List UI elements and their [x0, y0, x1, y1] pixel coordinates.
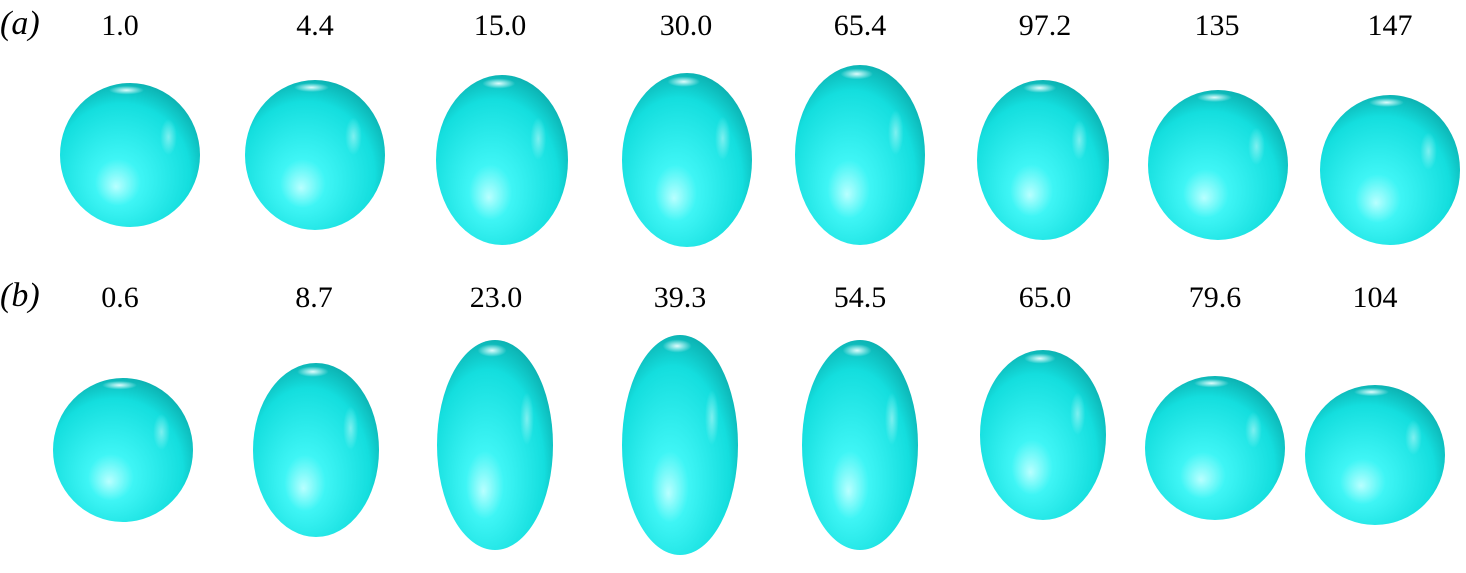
side-highlight	[345, 117, 362, 155]
time-label: 79.6	[1189, 281, 1242, 314]
ellipsoid	[60, 83, 200, 227]
top-highlight	[297, 366, 329, 377]
ellipsoid	[622, 335, 738, 555]
top-highlight	[1369, 98, 1404, 107]
ellipsoid	[622, 73, 752, 247]
top-highlight	[667, 76, 700, 87]
ellipsoid	[1148, 90, 1288, 240]
time-label: 4.4	[296, 9, 334, 42]
time-label: 54.5	[834, 281, 887, 314]
top-highlight	[662, 339, 692, 353]
side-highlight	[1248, 127, 1265, 165]
time-label: 135	[1195, 9, 1240, 42]
ellipsoid	[980, 350, 1106, 520]
time-label: 0.6	[101, 281, 139, 314]
time-label: 65.0	[1019, 281, 1072, 314]
time-label: 97.2	[1019, 9, 1072, 42]
top-highlight	[842, 344, 872, 357]
top-highlight	[840, 68, 873, 80]
time-label: 147	[1368, 9, 1413, 42]
ellipsoid	[1145, 376, 1285, 520]
content: (a) 1.0 4.4 15.0 30.0 65.4 97.2 135 147 (b) 0.6 8.7…	[0, 5, 1460, 555]
side-highlight	[714, 116, 731, 160]
side-highlight	[887, 110, 904, 155]
ellipsoid	[437, 340, 553, 550]
side-highlight	[1070, 392, 1086, 435]
ellipsoid	[253, 363, 379, 537]
time-label: 30.0	[660, 9, 713, 42]
time-label: 8.7	[295, 281, 333, 314]
ellipsoid	[977, 80, 1109, 240]
ellipsoid	[795, 65, 925, 245]
top-highlight	[109, 85, 144, 95]
ellipsoid	[1320, 95, 1460, 245]
time-label: 65.4	[834, 9, 887, 42]
panel-label: (b)	[0, 277, 40, 314]
ellipsoid	[436, 75, 568, 245]
ellipsoid	[245, 80, 385, 230]
side-highlight	[160, 119, 177, 155]
ellipsoid	[53, 378, 193, 522]
side-highlight	[1245, 412, 1262, 448]
top-highlight	[1194, 378, 1229, 388]
top-highlight	[1354, 387, 1389, 397]
panel-label: (a)	[0, 5, 40, 42]
top-highlight	[294, 83, 329, 92]
side-highlight	[884, 392, 899, 445]
time-label: 39.3	[654, 281, 707, 314]
time-label: 104	[1353, 281, 1398, 314]
time-label: 15.0	[474, 9, 527, 42]
side-highlight	[1420, 132, 1437, 170]
time-label: 23.0	[470, 281, 523, 314]
side-highlight	[530, 117, 547, 160]
ellipsoid	[802, 340, 918, 550]
ellipsoid	[1305, 385, 1445, 525]
side-highlight	[1405, 420, 1422, 455]
top-highlight	[482, 78, 516, 89]
side-highlight	[343, 406, 359, 450]
top-highlight	[1023, 83, 1057, 93]
side-highlight	[153, 414, 170, 450]
top-highlight	[477, 344, 507, 357]
side-highlight	[1071, 120, 1088, 160]
side-highlight	[704, 390, 719, 445]
top-highlight	[1024, 353, 1056, 364]
side-highlight	[519, 392, 534, 445]
top-highlight	[102, 380, 137, 390]
time-label: 1.0	[101, 9, 139, 42]
top-highlight	[1197, 93, 1232, 102]
